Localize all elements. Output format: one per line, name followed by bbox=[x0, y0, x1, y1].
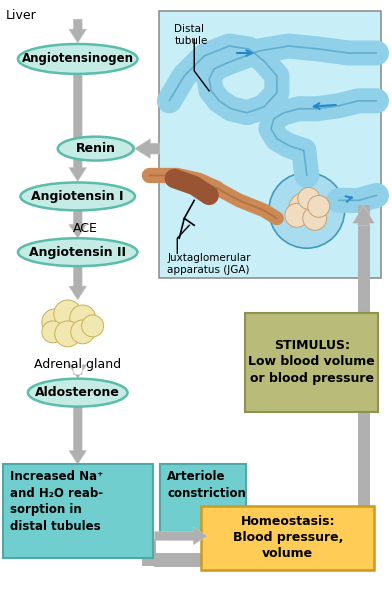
FancyBboxPatch shape bbox=[245, 313, 379, 412]
Text: Angiotensin II: Angiotensin II bbox=[29, 245, 126, 259]
Circle shape bbox=[42, 321, 64, 343]
Ellipse shape bbox=[20, 182, 135, 211]
Ellipse shape bbox=[28, 379, 127, 407]
FancyBboxPatch shape bbox=[3, 464, 153, 558]
Circle shape bbox=[82, 315, 103, 337]
Text: Arteriole
constriction: Arteriole constriction bbox=[167, 470, 246, 500]
Ellipse shape bbox=[18, 238, 138, 266]
Polygon shape bbox=[142, 539, 156, 566]
Circle shape bbox=[298, 187, 320, 209]
Polygon shape bbox=[154, 527, 207, 545]
Circle shape bbox=[308, 196, 330, 217]
Text: Angiotensinogen: Angiotensinogen bbox=[22, 52, 134, 65]
Polygon shape bbox=[239, 532, 255, 556]
Text: Aldosterone: Aldosterone bbox=[35, 386, 120, 399]
Text: Liver: Liver bbox=[6, 9, 37, 22]
Text: Adrenal gland: Adrenal gland bbox=[34, 358, 121, 371]
Text: STIMULUS:
Low blood volume
or blood pressure: STIMULUS: Low blood volume or blood pres… bbox=[249, 339, 375, 385]
Text: Distal
tubule: Distal tubule bbox=[174, 24, 208, 46]
Circle shape bbox=[42, 309, 68, 335]
Polygon shape bbox=[154, 553, 370, 567]
Polygon shape bbox=[69, 266, 87, 300]
Polygon shape bbox=[69, 407, 87, 464]
Ellipse shape bbox=[58, 137, 133, 161]
FancyBboxPatch shape bbox=[201, 506, 374, 570]
Text: Increased Na⁺
and H₂O reab-
sorption in
distal tubules: Increased Na⁺ and H₂O reab- sorption in … bbox=[10, 470, 103, 533]
Circle shape bbox=[289, 193, 321, 224]
Circle shape bbox=[303, 206, 327, 230]
Text: ACE: ACE bbox=[73, 222, 98, 235]
Polygon shape bbox=[69, 365, 87, 379]
Circle shape bbox=[70, 305, 96, 331]
Polygon shape bbox=[69, 211, 87, 238]
Polygon shape bbox=[69, 75, 87, 181]
Circle shape bbox=[285, 203, 309, 227]
Text: Homeostasis:
Blood pressure,
volume: Homeostasis: Blood pressure, volume bbox=[233, 515, 343, 560]
Polygon shape bbox=[86, 142, 134, 155]
Circle shape bbox=[54, 300, 82, 328]
FancyBboxPatch shape bbox=[160, 11, 381, 278]
Polygon shape bbox=[134, 139, 160, 158]
Ellipse shape bbox=[18, 44, 138, 74]
Text: Renin: Renin bbox=[76, 142, 116, 155]
Circle shape bbox=[269, 173, 345, 248]
Circle shape bbox=[55, 321, 81, 347]
Polygon shape bbox=[358, 205, 370, 559]
Text: Angiotensin I: Angiotensin I bbox=[31, 190, 124, 203]
Text: Juxtaglomerular
apparatus (JGA): Juxtaglomerular apparatus (JGA) bbox=[167, 253, 251, 275]
Circle shape bbox=[71, 320, 94, 344]
Polygon shape bbox=[352, 205, 374, 225]
Polygon shape bbox=[69, 19, 87, 43]
FancyBboxPatch shape bbox=[160, 464, 246, 533]
